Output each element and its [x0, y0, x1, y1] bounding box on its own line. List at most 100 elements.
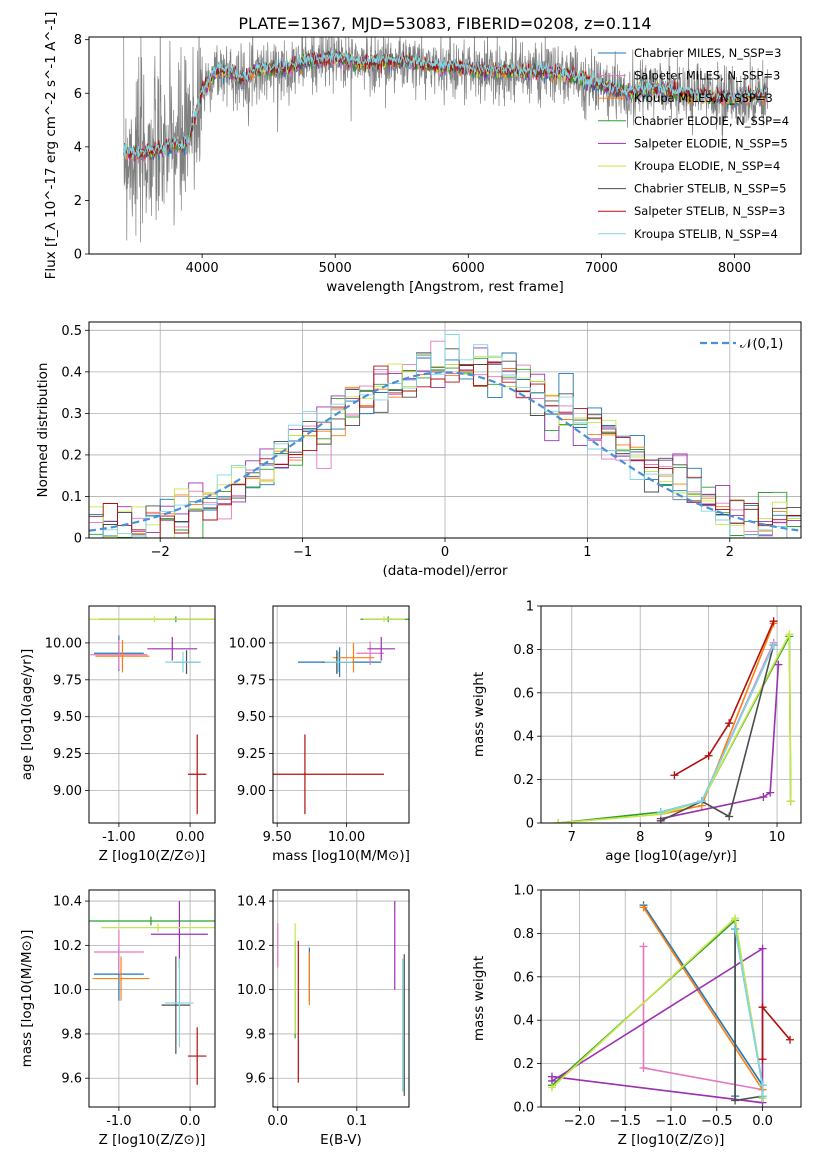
x-tick-label: 1 [583, 545, 591, 560]
weight-marker [670, 771, 679, 780]
y-tick-label: 0.4 [513, 1014, 534, 1029]
x-tick-label: −1.0 [655, 1114, 687, 1129]
mass-vs-metallicity-panel: -1.0 0.0 9.6 9.8 10.0 10.2 10.4 Z [log10(Z/Z⊙)]… [19, 889, 216, 1148]
weight-marker [704, 751, 713, 760]
y-tick-label: 10.4 [237, 895, 266, 910]
weight-marker [639, 1063, 648, 1072]
x-axis-label: (data-model)/error [382, 563, 508, 579]
y-tick-label: 10.0 [53, 983, 82, 998]
spectrum-panel: 4000 5000 6000 7000 8000 0 2 4 6 8 wavelength [Ang… [43, 12, 802, 295]
legend-label: Chabrier STELIB, N_SSP=5 [634, 182, 786, 196]
y-tick-label: 9.00 [53, 784, 82, 799]
legend-label: Kroupa ELODIE, N_SSP=4 [634, 159, 780, 173]
weight-marker [731, 914, 740, 923]
x-tick-label: 7 [568, 830, 576, 845]
y-axis-label: age [log10(age/yr)] [19, 649, 35, 781]
y-tick-label: 0 [526, 817, 534, 832]
y-axis-label: Flux [f_λ 10^-17 erg cm^-2 s^-1 A^-1] [43, 12, 59, 280]
y-tick-label: 10.00 [45, 636, 82, 651]
y-tick-label: 9.75 [53, 673, 82, 688]
y-tick-label: 8 [74, 33, 82, 48]
x-axis-label: Z [log10(Z/Z⊙)] [99, 1132, 206, 1148]
weight-marker [547, 1083, 556, 1092]
weight-series-4 [551, 947, 764, 1104]
x-tick-label: −1 [293, 545, 312, 560]
weight-series-3 [558, 636, 792, 823]
plot-area [89, 334, 801, 538]
residual-histogram-4 [89, 347, 801, 538]
weight-marker [656, 808, 665, 817]
legend-label: Salpeter ELODIE, N_SSP=5 [634, 136, 788, 150]
weight-series-8 [734, 928, 764, 1097]
plot-area [89, 901, 215, 1085]
y-tick-label: 0.2 [513, 773, 534, 788]
legend-label: Salpeter MILES, N_SSP=3 [634, 69, 780, 83]
x-tick-label: 9 [704, 830, 712, 845]
y-tick-label: 10.0 [237, 983, 266, 998]
mass-vs-ebv-panel: 0.0 0.1 9.6 9.8 10.0 10.2 10.4 E(B-V) [237, 889, 410, 1148]
y-tick-label: 0 [74, 248, 82, 263]
y-axis-label: mass [log10(M/M⊙)] [19, 930, 35, 1068]
y-tick-label: 0 [74, 532, 82, 547]
x-tick-label: −2.0 [564, 1114, 596, 1129]
plot-area [89, 616, 215, 815]
weight-marker [725, 719, 734, 728]
axes-frame [88, 605, 216, 824]
legend-label: Kroupa MILES, N_SSP=3 [634, 91, 773, 105]
y-tick-label: 10.2 [53, 939, 82, 954]
weight-series-2 [642, 906, 764, 1097]
weight-series-8 [660, 644, 775, 813]
axes-frame [272, 605, 410, 824]
weight-marker [639, 903, 648, 912]
x-tick-label: 0.1 [346, 1114, 367, 1129]
y-tick-label: 0.1 [61, 490, 82, 505]
y-tick-label: 6 [74, 87, 82, 102]
x-axis-label: Z [log10(Z/Z⊙)] [99, 848, 206, 864]
weight-marker [725, 812, 734, 821]
x-tick-label: 0 [441, 545, 449, 560]
x-tick-label: -1.0 [106, 1114, 131, 1129]
legend-label: Kroupa STELIB, N_SSP=4 [634, 227, 778, 241]
y-tick-label: 9.75 [237, 673, 266, 688]
y-tick-label: 0.6 [513, 970, 534, 985]
weight-series-2 [660, 623, 775, 816]
y-tick-label: 9.25 [53, 747, 82, 762]
weight-marker [766, 788, 775, 797]
weight-series-7 [761, 1005, 791, 1060]
y-tick-label: 0.2 [513, 1057, 534, 1072]
weight-series-1 [642, 946, 764, 1091]
x-tick-label: 5000 [319, 261, 352, 276]
weight-marker [786, 1035, 795, 1044]
weight-marker [758, 1055, 767, 1064]
x-tick-label: 0.0 [180, 1114, 201, 1129]
axes-frame [272, 889, 410, 1108]
mass-weight-vs-age-panel: 7 8 9 10 0 0.2 0.4 0.6 0.8 1 age [log10(age/yr)] ma… [471, 600, 802, 864]
y-tick-label: 0.2 [61, 448, 82, 463]
x-tick-label: −1.5 [609, 1114, 641, 1129]
weight-marker [786, 797, 795, 806]
age-vs-mass-panel: 9.50 10.00 9.00 9.25 9.50 9.75 10.00 mass [log1… [229, 605, 410, 864]
y-tick-label: 0.0 [513, 1101, 534, 1116]
x-axis-label: wavelength [Angstrom, rest frame] [326, 279, 564, 295]
y-tick-label: 9.6 [61, 1072, 82, 1087]
x-tick-label: 0.0 [267, 1114, 288, 1129]
y-tick-label: 10.2 [237, 939, 266, 954]
plot-area [547, 901, 795, 1107]
x-tick-label: 4000 [186, 261, 219, 276]
weight-series-7 [674, 620, 775, 776]
weight-series-5 [551, 916, 764, 1099]
normal-reference-curve [89, 371, 799, 532]
weight-marker [769, 617, 778, 626]
weight-series-0 [660, 644, 775, 813]
x-tick-label: −0.5 [701, 1114, 733, 1129]
y-tick-label: 2 [74, 194, 82, 209]
weight-marker [554, 819, 563, 823]
legend-label: Salpeter STELIB, N_SSP=3 [634, 204, 785, 218]
x-tick-label: 8000 [718, 261, 751, 276]
weight-marker [547, 1072, 556, 1081]
y-tick-label: 10.00 [229, 636, 266, 651]
weight-marker [758, 944, 767, 953]
x-tick-label: 2 [726, 545, 734, 560]
model-spectrum-8 [123, 50, 769, 159]
plot-area [554, 617, 795, 823]
